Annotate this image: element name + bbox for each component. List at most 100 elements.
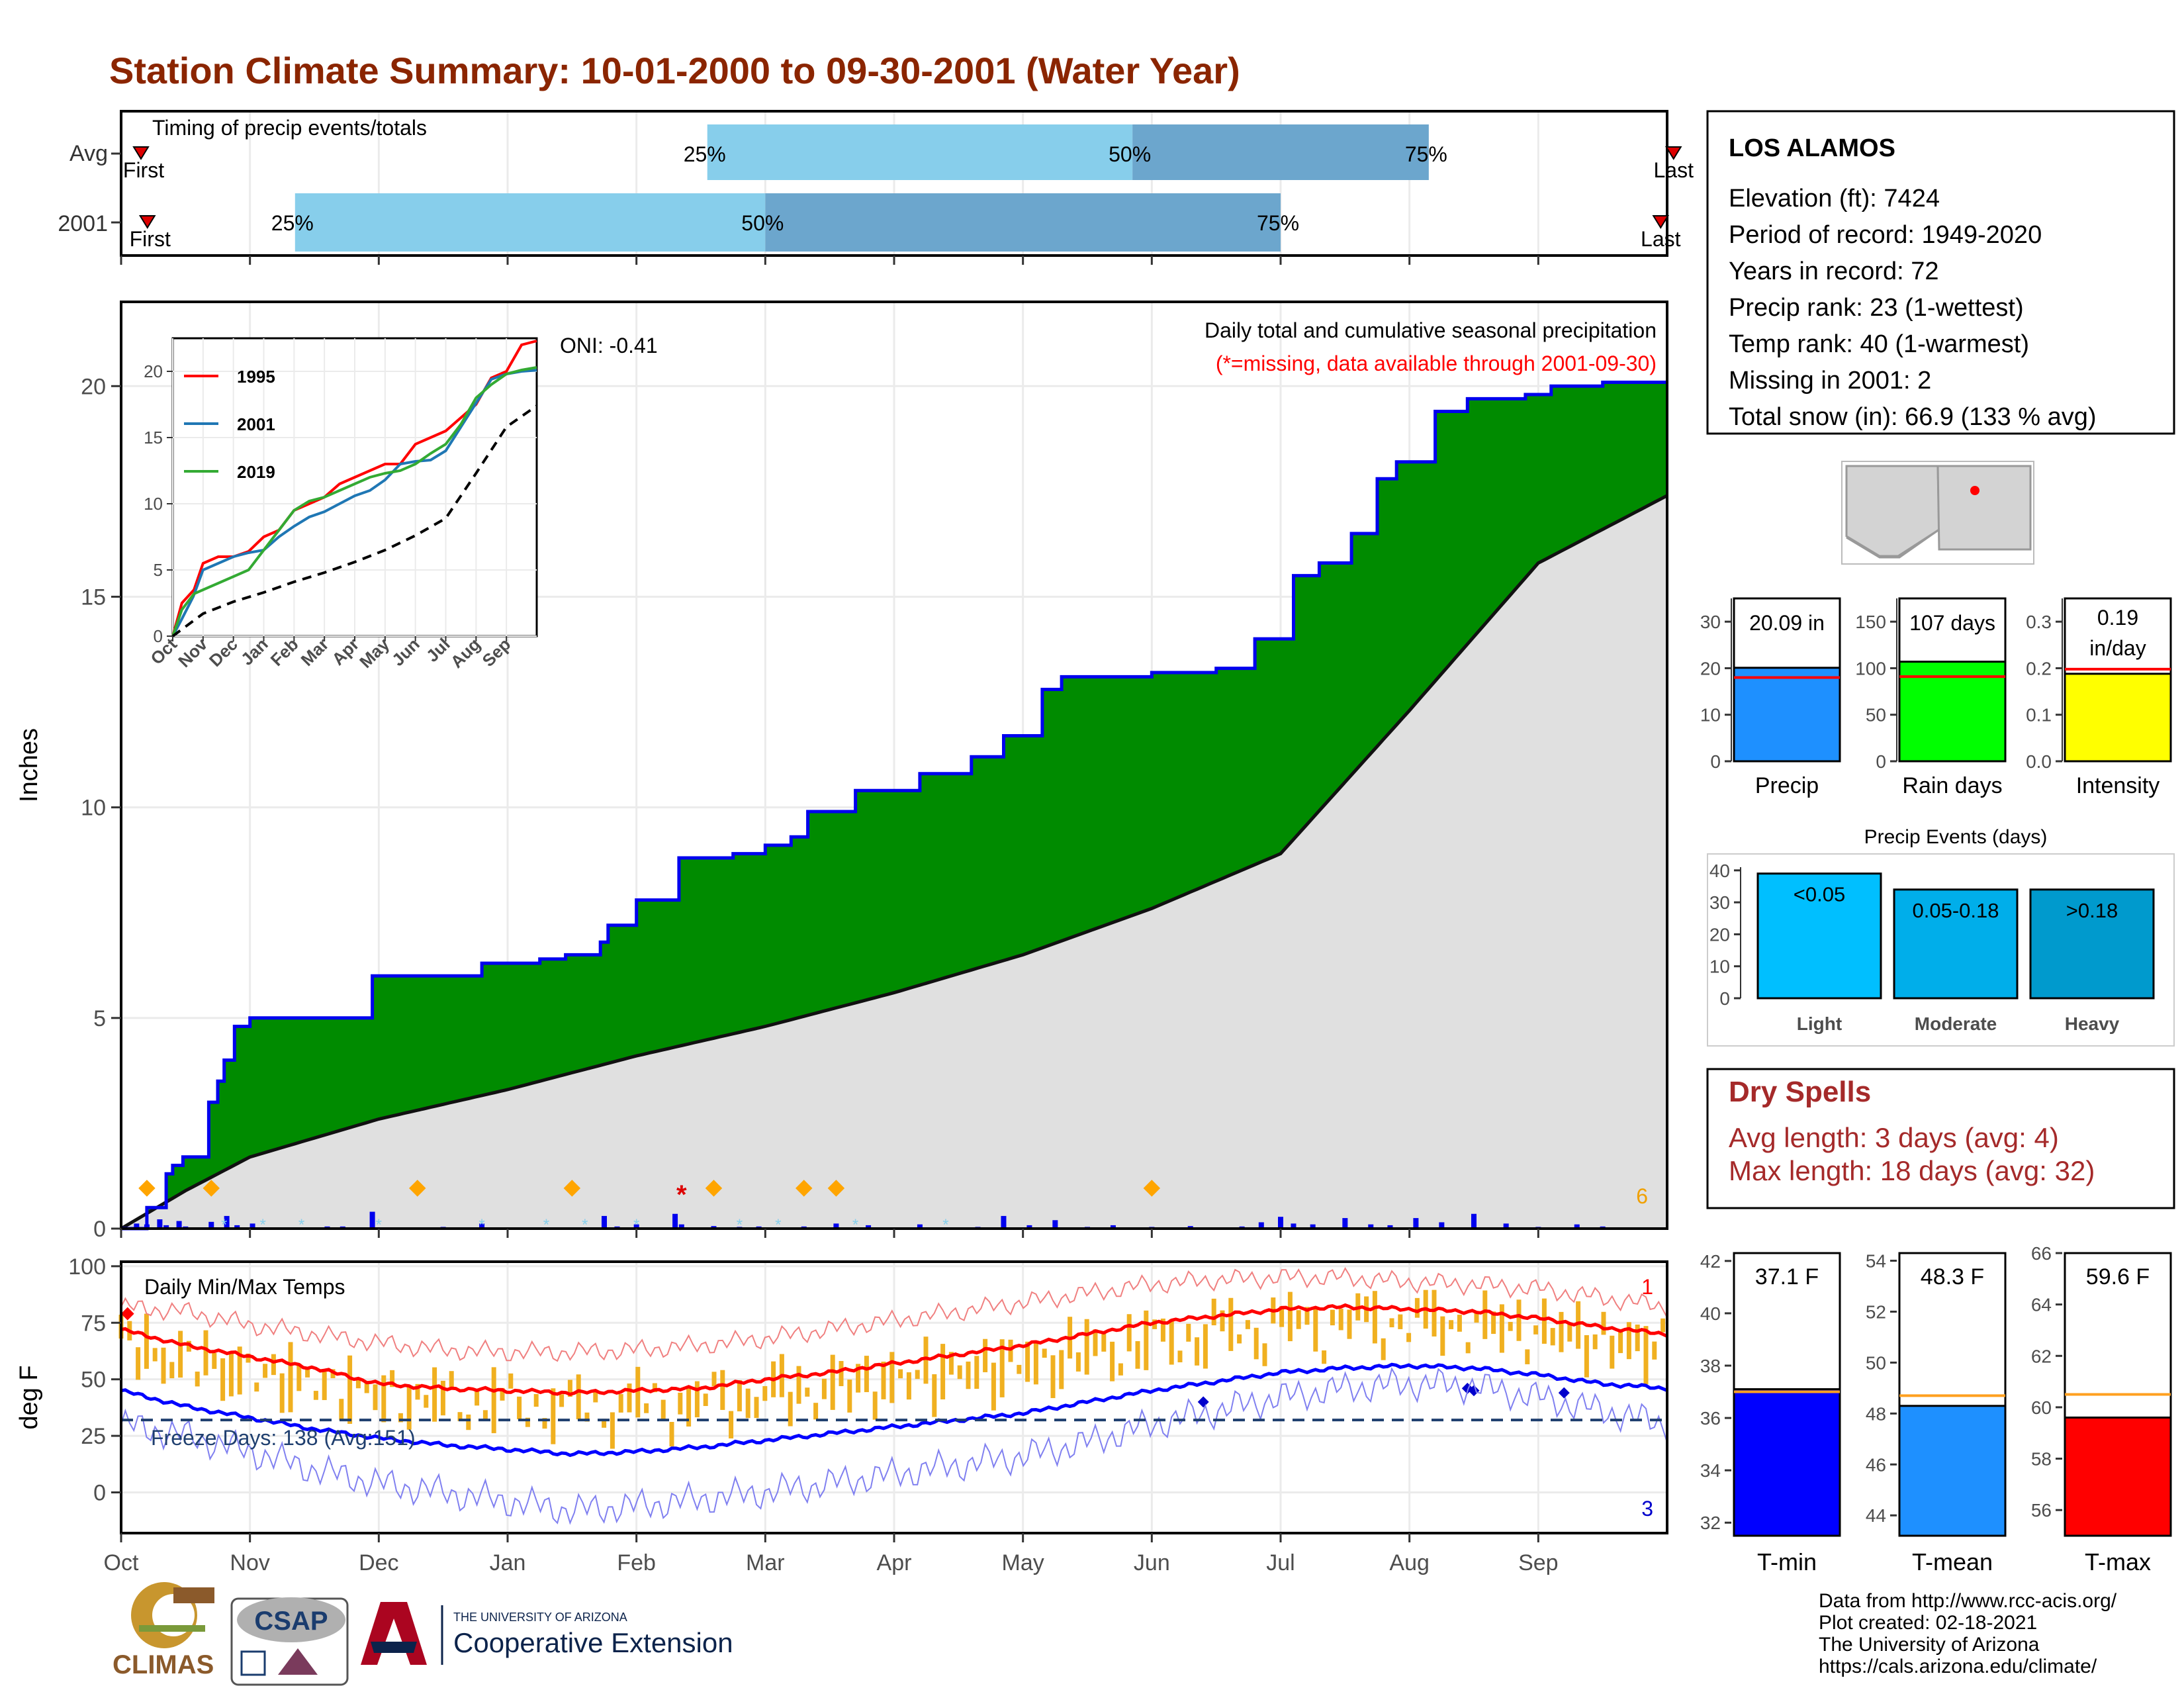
- precip-count-label: 6: [1636, 1184, 1648, 1208]
- daily-temp-range-bar: [178, 1331, 183, 1378]
- events-bar: [1893, 888, 2019, 1000]
- station-info-line: Period of record: 1949-2020: [1729, 221, 2042, 249]
- daily-temp-range-bar: [1135, 1341, 1140, 1369]
- daily-temp-range-bar: [1567, 1323, 1572, 1342]
- station-info-box: LOS ALAMOS Elevation (ft): 7424 Period of…: [1706, 110, 2175, 435]
- daily-temp-range-bar: [237, 1346, 242, 1395]
- timing-panel: Timing of precip events/totals Avg 2001 …: [58, 110, 1694, 265]
- station-location-marker: [1970, 486, 1979, 495]
- temp-summary-y-tick-label: 32: [1700, 1513, 1721, 1533]
- precip-y-tick-label: 15: [81, 585, 106, 610]
- mini-bar-category-label: Precip: [1755, 773, 1819, 798]
- daily-temp-range-bar: [1093, 1329, 1098, 1356]
- daily-temp-range-bar: [500, 1387, 505, 1401]
- daily-temp-range-bar: [186, 1340, 191, 1352]
- daily-temp-range-bar: [1414, 1297, 1420, 1318]
- daily-precip-bar: [1387, 1225, 1393, 1229]
- daily-temp-range-bar: [1550, 1328, 1555, 1346]
- daily-precip-bar: [1471, 1213, 1477, 1229]
- daily-temp-range-bar: [1287, 1291, 1293, 1342]
- station-info-line: Total snow (in): 66.9 (133 % avg): [1729, 403, 2097, 431]
- record-min-temp-line: [120, 1367, 1668, 1525]
- daily-precip-bar: [1368, 1224, 1374, 1229]
- daily-temp-range-bar: [1643, 1326, 1649, 1385]
- daily-temp-range-bar: [466, 1414, 471, 1430]
- daily-temp-range-bar: [627, 1383, 632, 1413]
- inset-series-2019: [171, 366, 537, 637]
- timing-heading: Timing of precip events/totals: [152, 116, 427, 140]
- daily-precip-bar: [672, 1213, 678, 1229]
- daily-temp-range-bar: [1499, 1304, 1504, 1353]
- footer-credit-line: The University of Arizona: [1819, 1634, 2040, 1656]
- daily-temp-range-bar: [1576, 1301, 1581, 1349]
- average-cumulative-precip-line: [120, 494, 1668, 1231]
- station-info-line: Precip rank: 23 (1-wettest): [1729, 294, 2024, 322]
- daily-precip-bar: [678, 1224, 684, 1229]
- month-axis-label: Nov: [230, 1550, 269, 1575]
- daily-precip-bar: [1574, 1224, 1580, 1229]
- daily-temp-range-bar: [398, 1413, 403, 1423]
- daily-temp-range-bar: [1101, 1332, 1107, 1352]
- daily-temp-range-bar: [906, 1372, 911, 1400]
- daily-precip-bar: [224, 1215, 230, 1229]
- mini-y-tick-label: 20: [1700, 658, 1721, 679]
- daily-temp-range-bar: [322, 1372, 327, 1401]
- daily-temp-range-bar: [1661, 1318, 1666, 1333]
- temp-count-bottom: 3: [1641, 1497, 1653, 1521]
- mini-y-tick-label: 30: [1700, 612, 1721, 632]
- precip-ylabel: Inches: [15, 728, 43, 802]
- ua-small-text: THE UNIVERSITY OF ARIZONA: [453, 1611, 627, 1624]
- daily-temp-range-bar: [1304, 1307, 1310, 1325]
- daily-temp-range-bar: [228, 1351, 234, 1397]
- inset-average-line: [171, 404, 538, 637]
- location-map: [1841, 461, 2034, 565]
- precip-missing-note: (*=missing, data available through 2001-…: [1216, 352, 1657, 375]
- last-event-marker: [1652, 215, 1670, 229]
- daily-precip-bar: [1291, 1223, 1297, 1229]
- csap-logo-text: CSAP: [254, 1607, 328, 1636]
- events-y-tick-label: 0: [1719, 988, 1730, 1009]
- temp-summary-y-tick-label: 36: [1700, 1408, 1721, 1429]
- daily-temp-range-bar: [1592, 1334, 1598, 1350]
- ua-big-text: Cooperative Extension: [453, 1627, 733, 1658]
- oni-label: ONI: -0.41: [560, 334, 658, 357]
- temp-y-tick-label: 50: [81, 1368, 106, 1393]
- daily-temp-range-bar: [1389, 1318, 1394, 1328]
- trace-precip-marker: *: [298, 1216, 304, 1234]
- last-event-label: Last: [1641, 227, 1681, 251]
- daily-temp-range-bar: [872, 1391, 878, 1420]
- daily-temp-range-bar: [567, 1380, 572, 1397]
- daily-temp-range-bar: [1228, 1297, 1234, 1351]
- temp-summary-value-label: 48.3 F: [1921, 1264, 1984, 1289]
- precip-y-tick-label: 5: [93, 1006, 106, 1031]
- daily-temp-range-bar: [1313, 1308, 1318, 1352]
- daily-temp-range-bar: [1279, 1306, 1285, 1327]
- daily-temp-range-bar: [254, 1382, 259, 1392]
- daily-temp-range-bar: [1457, 1315, 1462, 1332]
- daily-temp-range-bar: [1474, 1312, 1479, 1323]
- timing-bar-50-75: [765, 193, 1281, 252]
- temp-summary-y-tick-label: 56: [2031, 1500, 2052, 1521]
- daily-temp-range-bar: [1652, 1341, 1657, 1360]
- mini-y-tick-label: 50: [1866, 705, 1886, 726]
- daily-temp-range-bar: [1110, 1341, 1115, 1382]
- trace-precip-marker: *: [221, 1216, 227, 1234]
- precip-y-tick-label: 10: [81, 796, 106, 821]
- daily-temp-range-bar: [279, 1373, 285, 1413]
- daily-temp-range-bar: [1338, 1309, 1343, 1331]
- daily-temp-range-bar: [974, 1356, 979, 1389]
- month-axis-label: Aug: [1389, 1550, 1430, 1575]
- daily-temp-range-bar: [390, 1370, 395, 1387]
- daily-temp-range-bar: [991, 1362, 996, 1411]
- daily-temp-range-bar: [355, 1379, 361, 1389]
- daily-temp-range-bar: [1525, 1349, 1530, 1364]
- mini-bar-value-label: 20.09 in: [1749, 611, 1825, 635]
- daily-precip-bar: [602, 1215, 607, 1229]
- trace-precip-marker: *: [582, 1216, 588, 1234]
- daily-temp-range-bar: [542, 1418, 547, 1429]
- timing-bar-50-75: [1132, 124, 1429, 180]
- precip-y-tick-label: 0: [93, 1217, 106, 1242]
- mini-bar-category-label: Intensity: [2076, 773, 2160, 798]
- inset-y-tick-label: 0: [154, 626, 163, 646]
